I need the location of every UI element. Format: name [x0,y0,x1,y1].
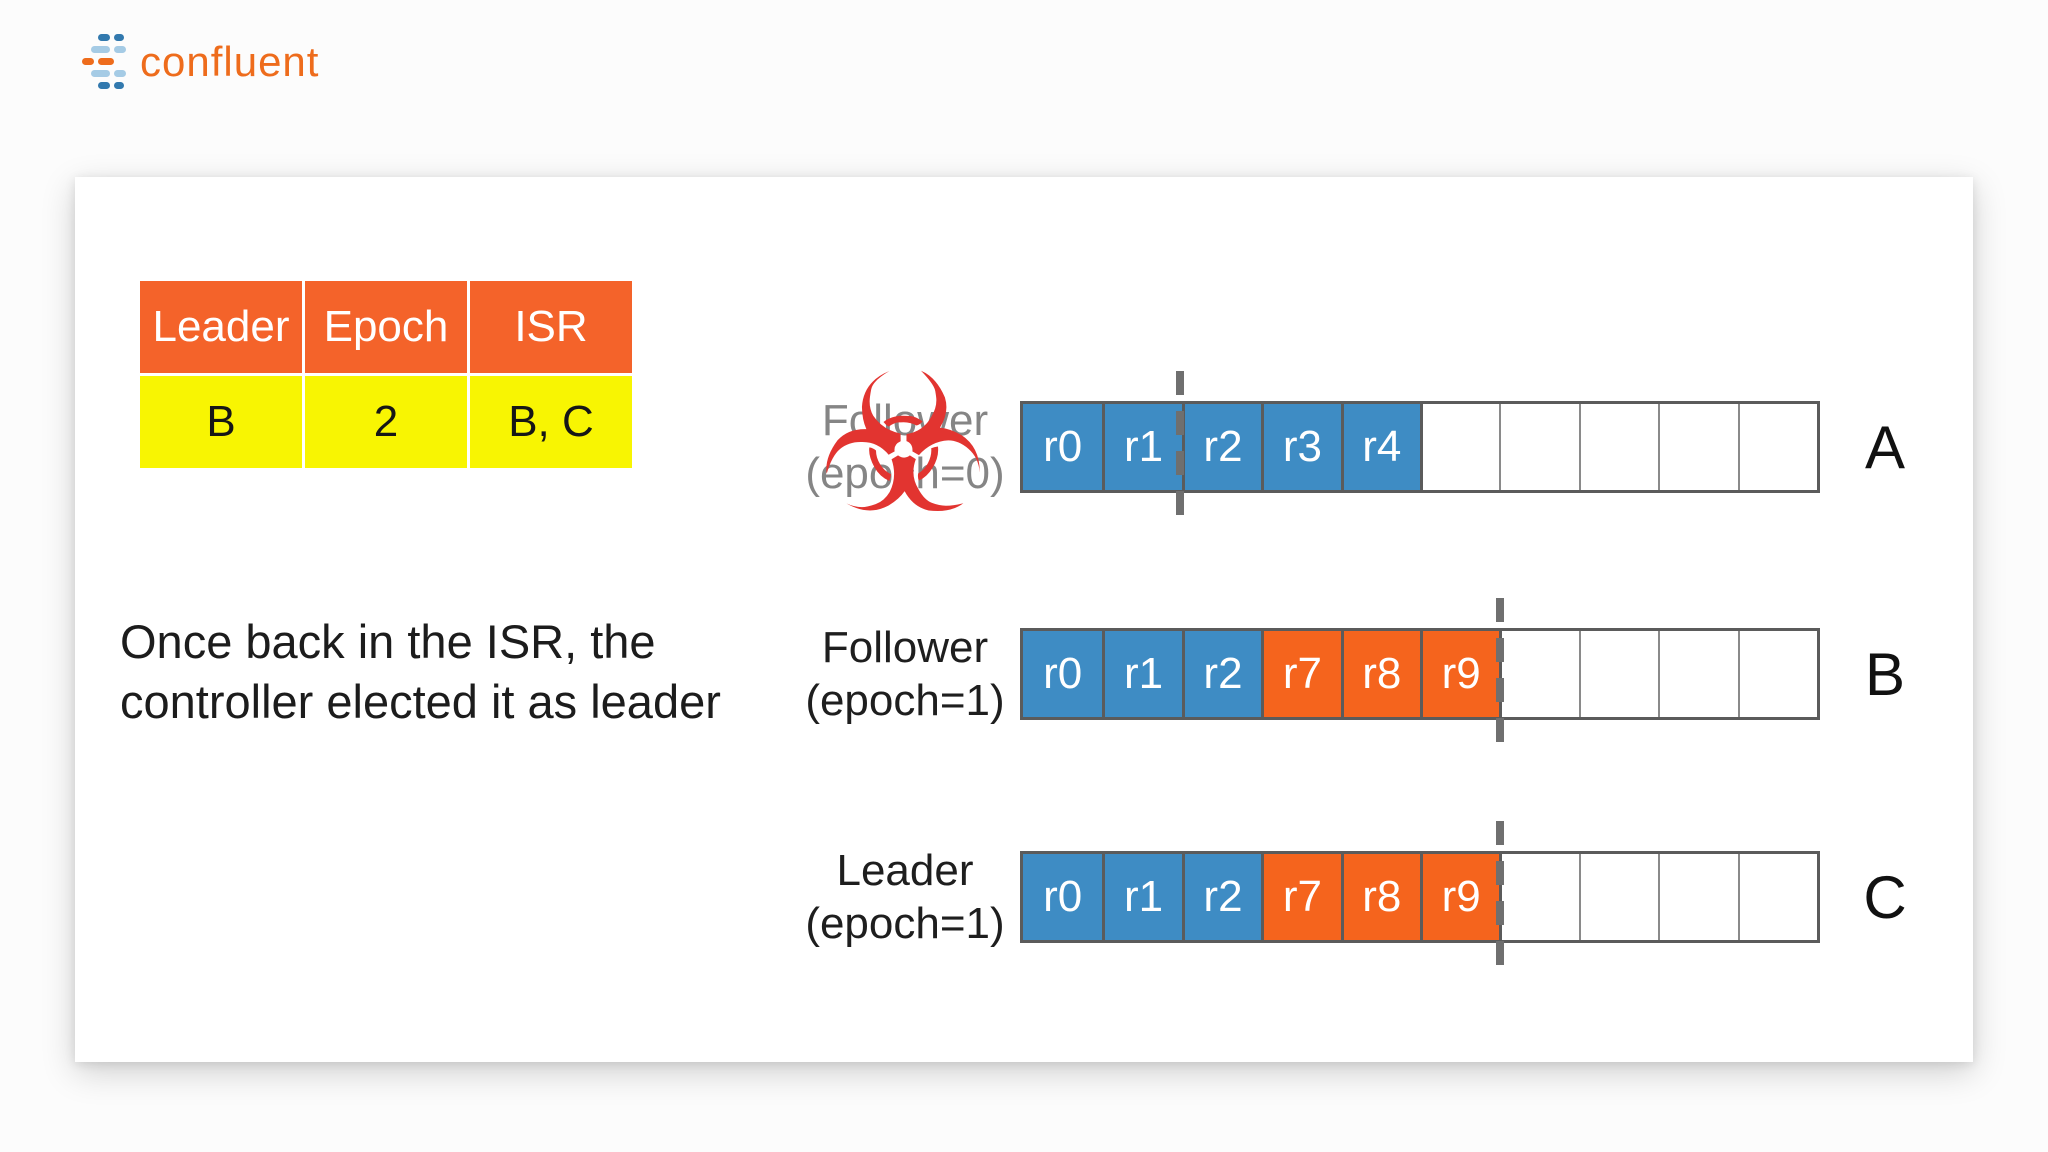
replica-a-role-label: Follower (epoch=0) [745,394,1065,500]
table-value-isr: B, C [470,376,632,468]
log-cell [1499,404,1579,490]
log-cell [1578,631,1659,717]
table-header-leader: Leader [140,281,302,373]
replica-row-c: Leader (epoch=1) r0 r1 r2 r7 r8 r9 C [0,821,2048,1005]
log-cell [1737,631,1817,717]
replica-c-role: Leader [836,846,974,895]
replica-row-b: Follower (epoch=1) r0 r1 r2 r7 r8 r9 B [0,598,2048,782]
table-value-leader: B [140,376,302,468]
log-cell: r2 [1181,854,1262,940]
confluent-logo: confluent [82,34,319,89]
log-cell: r1 [1102,631,1182,717]
leader-state-table: Leader Epoch ISR B 2 B, C [140,281,632,468]
log-cell: r7 [1261,631,1341,717]
replica-a-letter: A [1864,413,1906,481]
log-cell: r1 [1102,404,1182,490]
replica-a-role: Follower [821,396,989,445]
log-cell: r8 [1340,631,1420,717]
table-value-epoch: 2 [305,376,467,468]
log-cell [1499,631,1579,717]
biohazard-icon: ☣ [816,334,990,557]
replica-c-letter: C [1863,863,1907,931]
log-cell: r4 [1340,404,1420,490]
replica-b-role-label: Follower (epoch=1) [745,621,1065,727]
table-header-isr: ISR [470,281,632,373]
log-cell: r2 [1181,631,1262,717]
log-cell [1658,631,1738,717]
log-cell [1420,404,1500,490]
log-cell: r0 [1023,631,1103,717]
log-cell: r0 [1023,854,1103,940]
log-cell [1737,404,1817,490]
confluent-wordmark: confluent [140,37,320,85]
replica-c-log: r0 r1 r2 r7 r8 r9 [1020,851,1820,943]
caption-line-1: Once back in the ISR, the [120,615,656,668]
log-cell: r1 [1102,854,1182,940]
log-cell [1499,854,1579,940]
caption-line-2: controller elected it as leader [120,675,721,728]
replica-b-letter: B [1864,640,1906,708]
log-cell: r3 [1261,404,1341,490]
log-cell: r9 [1420,854,1500,940]
replica-b-role: Follower [821,623,989,672]
replica-b-log: r0 r1 r2 r7 r8 r9 [1020,628,1820,720]
log-cell: r0 [1023,404,1103,490]
table-header-epoch: Epoch [305,281,467,373]
log-cell [1658,404,1738,490]
log-cell: r2 [1181,404,1262,490]
epoch-divider [1496,598,1504,758]
replica-row-a: Follower (epoch=0) ☣ r0 r1 r2 r3 r4 A [0,350,2048,555]
log-cell: r9 [1420,631,1500,717]
log-cell [1737,854,1817,940]
slide-caption: Once back in the ISR, the controller ele… [120,612,721,732]
log-cell [1578,404,1659,490]
epoch-divider [1496,821,1504,981]
replica-a-epoch: (epoch=0) [805,449,1005,498]
confluent-logo-icon [82,34,130,89]
replica-b-epoch: (epoch=1) [805,676,1005,725]
log-cell [1658,854,1738,940]
epoch-divider [1176,371,1184,531]
log-cell: r7 [1261,854,1341,940]
replica-c-epoch: (epoch=1) [805,899,1005,948]
log-cell [1578,854,1659,940]
replica-c-role-label: Leader (epoch=1) [745,844,1065,950]
log-cell: r8 [1340,854,1420,940]
replica-a-log: r0 r1 r2 r3 r4 [1020,401,1820,493]
